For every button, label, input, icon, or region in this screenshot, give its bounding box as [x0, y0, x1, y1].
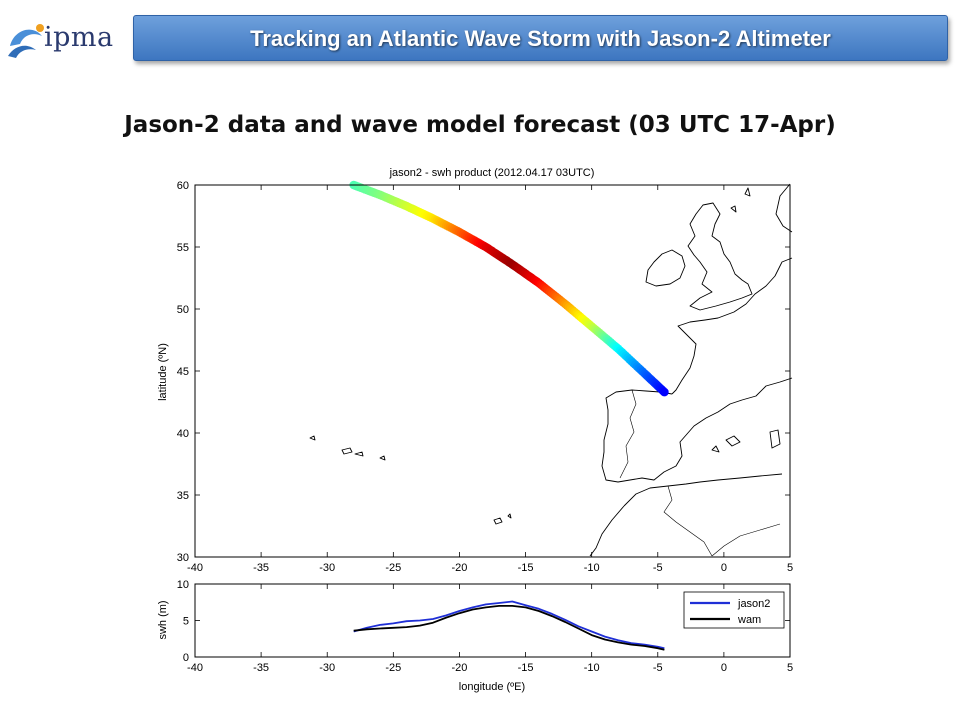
x-tick-label: -35	[253, 562, 269, 574]
coast-scandinavia	[775, 183, 793, 233]
coast-continent	[671, 257, 793, 395]
x-tick-label: -20	[451, 562, 467, 574]
coastlines	[309, 183, 793, 557]
banner-title: Tracking an Atlantic Wave Storm with Jas…	[250, 26, 831, 51]
series-line-jason2	[353, 600, 665, 650]
coast-shetland	[730, 187, 751, 213]
swh-series-lines	[353, 600, 665, 651]
x-tick-label: -15	[518, 662, 534, 674]
coast-iberia	[601, 389, 743, 483]
coast-baleares	[711, 435, 741, 453]
y-tick-label: 30	[177, 552, 189, 564]
y-tick-label: 35	[177, 490, 189, 502]
x-tick-label: -25	[385, 662, 401, 674]
series-line-wam	[353, 605, 665, 651]
ipma-wave-icon	[8, 24, 44, 58]
coast-madeira	[493, 513, 512, 525]
x-tick-label: -5	[653, 562, 663, 574]
border-morocco	[663, 485, 713, 557]
legend-label-jason2: jason2	[737, 598, 770, 610]
x-tick-label: 0	[721, 662, 727, 674]
legend: jason2 wam	[683, 591, 785, 629]
y-tick-label: 5	[183, 616, 189, 628]
logo-text: ipma	[44, 22, 114, 53]
coast-mediterranean	[741, 377, 793, 401]
swh-x-ticks: -40 -35 -30 -25 -20 -15 -10 -5 0 5	[187, 584, 793, 674]
coast-morocco	[589, 505, 625, 557]
x-tick-label: -10	[584, 662, 600, 674]
border-algeria	[711, 523, 781, 557]
x-tick-label: -40	[187, 662, 203, 674]
x-tick-label: -5	[653, 662, 663, 674]
coast-azores	[309, 435, 386, 461]
y-tick-label: 45	[177, 366, 189, 378]
x-tick-label: 5	[787, 562, 793, 574]
swh-y-ticks: 0 5 10	[177, 579, 790, 664]
x-tick-label: 0	[721, 562, 727, 574]
map-panel: jason2 - swh product (2012.04.17 03UTC)	[157, 167, 793, 574]
x-tick-label: -10	[584, 562, 600, 574]
title-banner: Tracking an Atlantic Wave Storm with Jas…	[133, 15, 948, 61]
y-tick-label: 55	[177, 242, 189, 254]
x-tick-label: -20	[451, 662, 467, 674]
coast-north-africa	[623, 473, 783, 507]
satellite-track	[349, 180, 669, 397]
slide-title: Jason-2 data and wave model forecast (03…	[124, 112, 836, 138]
swh-x-label: longitude (ºE)	[459, 681, 525, 693]
coast-ireland	[645, 249, 686, 287]
x-tick-label: -25	[385, 562, 401, 574]
legend-box	[683, 591, 785, 629]
x-tick-label: -30	[319, 662, 335, 674]
x-tick-label: -30	[319, 562, 335, 574]
map-y-label: latitude (ºN)	[157, 343, 169, 401]
swh-y-label: swh (m)	[157, 600, 169, 639]
border-spain-portugal	[619, 389, 637, 479]
y-tick-label: 0	[183, 652, 189, 664]
y-tick-label: 10	[177, 579, 189, 591]
x-tick-label: -40	[187, 562, 203, 574]
map-x-ticks: -40 -35 -30 -25 -20 -15 -10 -5 0 5	[187, 185, 793, 574]
y-tick-label: 60	[177, 180, 189, 192]
map-title: jason2 - swh product (2012.04.17 03UTC)	[389, 167, 595, 179]
y-tick-label: 50	[177, 304, 189, 316]
track-point	[660, 387, 669, 397]
x-tick-label: -35	[253, 662, 269, 674]
ipma-logo	[6, 16, 134, 66]
y-tick-label: 40	[177, 428, 189, 440]
legend-label-wam: wam	[737, 614, 761, 626]
x-tick-label: -15	[518, 562, 534, 574]
swh-panel: -40 -35 -30 -25 -20 -15 -10 -5 0 5 0 5 10 swh (m) l…	[157, 579, 793, 693]
x-tick-label: 5	[787, 662, 793, 674]
coast-great-britain	[687, 202, 753, 311]
map-axes-box	[194, 184, 791, 558]
coast-sardinia	[769, 429, 781, 449]
map-y-ticks: 30 35 40 45 50 55 60	[177, 180, 790, 564]
